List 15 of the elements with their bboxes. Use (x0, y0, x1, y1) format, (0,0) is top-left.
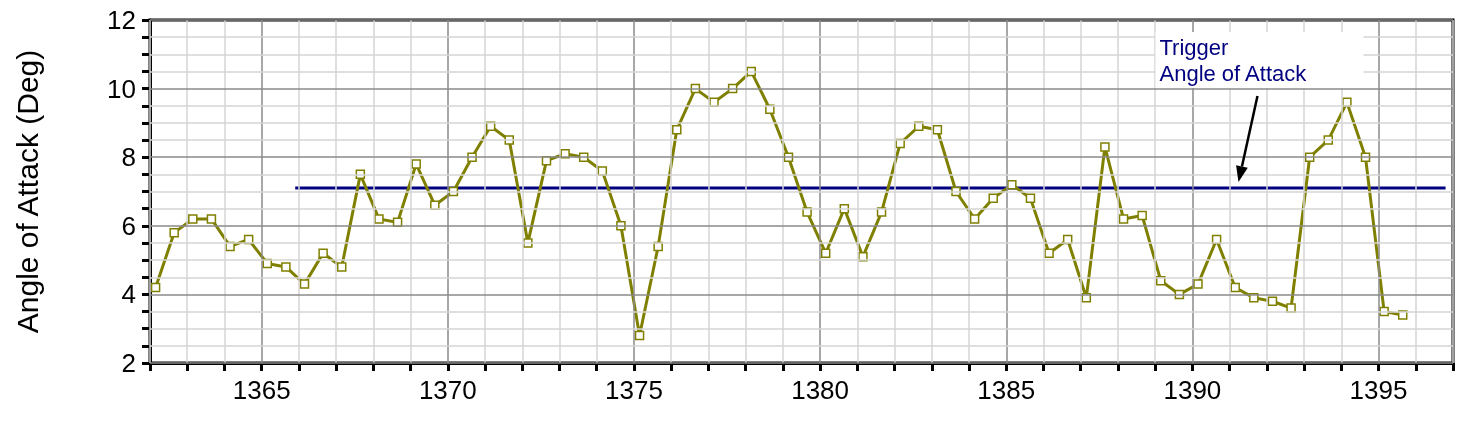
x-tick-label: 1390 (1163, 375, 1222, 405)
x-tick-label: 1370 (418, 375, 477, 405)
x-tick-label: 1385 (977, 375, 1036, 405)
y-tick-label: 6 (121, 210, 136, 241)
y-tick-label: 10 (107, 73, 136, 104)
x-tick-label: 1365 (232, 375, 291, 405)
x-tick-label: 1375 (605, 375, 663, 405)
y-tick-label: 8 (121, 142, 136, 173)
y-tick-label: 2 (121, 348, 136, 378)
text: Trigger Angle of Attack (1159, 34, 1308, 86)
x-tick-label: 1395 (1349, 375, 1408, 405)
y-tick-label: 4 (121, 279, 136, 310)
x-tick-label: 1380 (791, 375, 850, 405)
y-axis-title: Angle of Attack (Deg) (10, 49, 44, 334)
y-tick-label: 12 (107, 5, 136, 35)
